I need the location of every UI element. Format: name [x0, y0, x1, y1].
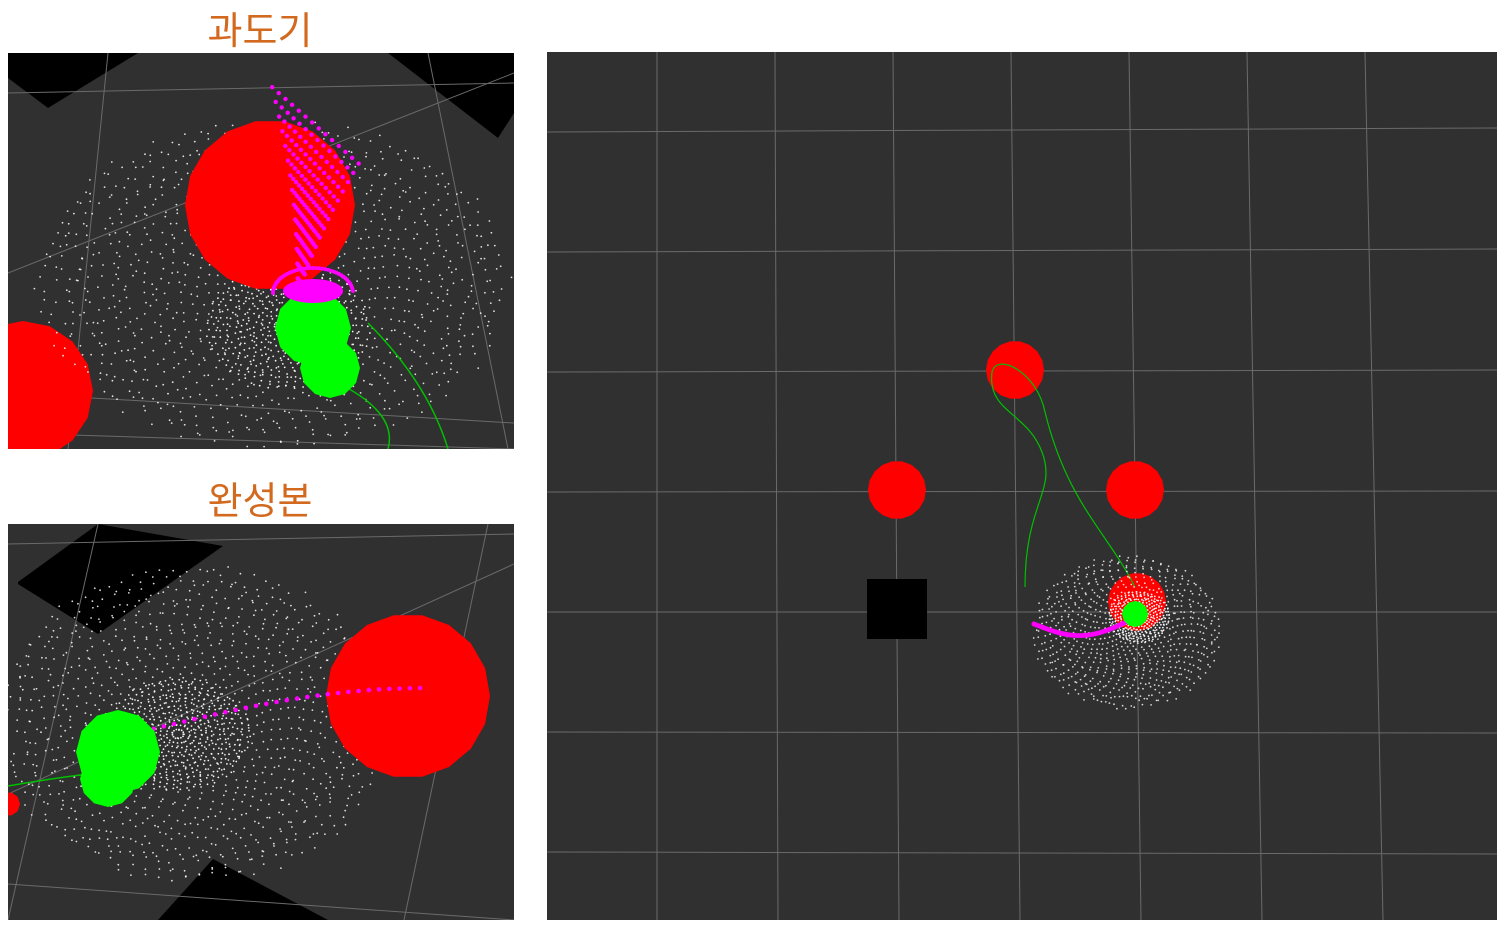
trajectory-line — [991, 363, 1136, 588]
obstacle — [326, 615, 490, 777]
trajectory-line — [367, 322, 449, 449]
final-title: 완성본 — [207, 479, 313, 523]
obstacle — [8, 792, 20, 816]
robot — [300, 338, 360, 398]
grid-line — [8, 392, 514, 424]
final-scene — [8, 524, 514, 920]
black-block — [388, 53, 514, 138]
obstacle — [8, 321, 93, 449]
overview-scene — [547, 52, 1497, 920]
grid-lines — [547, 52, 1497, 920]
predicted-paths — [270, 85, 361, 296]
transition-scene — [8, 53, 514, 449]
trajectory-line — [8, 773, 89, 787]
robot-heading — [283, 279, 343, 303]
grid-lines — [8, 524, 514, 920]
overview-viewport[interactable] — [547, 52, 1497, 920]
obstacle — [986, 341, 1044, 399]
robot — [1122, 601, 1148, 627]
black-block — [867, 579, 927, 639]
transition-viewport[interactable] — [8, 53, 514, 449]
black-block — [18, 524, 223, 634]
obstacle — [185, 121, 355, 289]
robot — [80, 751, 136, 807]
final-viewport[interactable] — [8, 524, 514, 920]
black-block — [158, 859, 328, 920]
obstacle — [1106, 461, 1164, 519]
sample-points — [8, 566, 388, 882]
black-block — [8, 53, 138, 108]
transition-title: 과도기 — [207, 9, 313, 53]
obstacle — [868, 461, 926, 519]
